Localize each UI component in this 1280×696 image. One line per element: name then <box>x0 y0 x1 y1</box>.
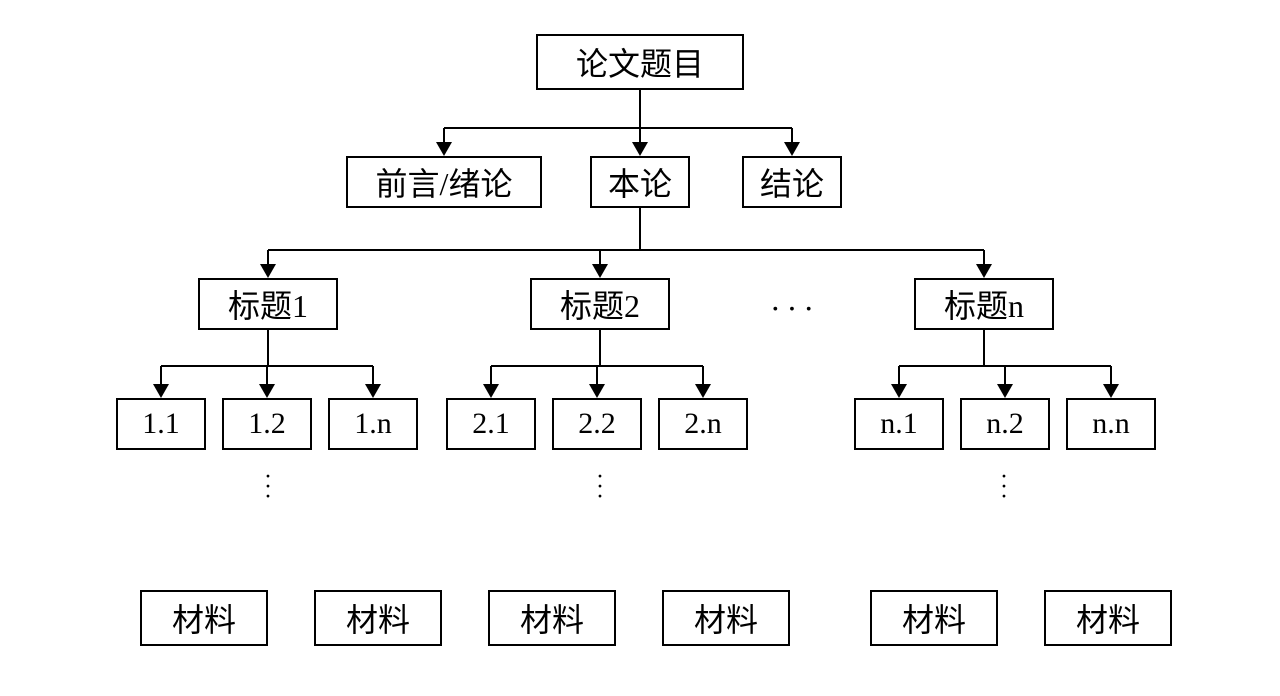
node-heading-1-label: 标题1 <box>228 281 308 327</box>
leaf-label: n.2 <box>986 407 1024 441</box>
node-sub-1-n: 1.n <box>328 398 418 450</box>
node-concl-label: 结论 <box>760 159 824 205</box>
leaf-label: 2.2 <box>578 407 616 441</box>
leaf-label: 材料 <box>902 595 966 641</box>
leaf-label: n.n <box>1092 407 1130 441</box>
leaf-label: 1.n <box>354 407 392 441</box>
node-heading-1: 标题1 <box>198 278 338 330</box>
node-sub-n-1: n.1 <box>854 398 944 450</box>
leaf-label: 材料 <box>520 595 584 641</box>
node-material-3: 材料 <box>488 590 616 646</box>
leaf-label: 1.1 <box>142 407 180 441</box>
node-concl: 结论 <box>742 156 842 208</box>
node-material-1: 材料 <box>140 590 268 646</box>
leaf-label: 材料 <box>346 595 410 641</box>
node-intro: 前言/绪论 <box>346 156 542 208</box>
node-sub-2-n: 2.n <box>658 398 748 450</box>
node-material-2: 材料 <box>314 590 442 646</box>
node-material-4: 材料 <box>662 590 790 646</box>
node-sub-2-2: 2.2 <box>552 398 642 450</box>
node-root-label: 论文题目 <box>576 39 704 85</box>
ellipsis-headings: ··· <box>770 290 820 327</box>
node-body-label: 本论 <box>608 159 672 205</box>
leaf-label: 2.n <box>684 407 722 441</box>
node-sub-1-2: 1.2 <box>222 398 312 450</box>
node-material-6: 材料 <box>1044 590 1172 646</box>
node-sub-n-n: n.n <box>1066 398 1156 450</box>
node-sub-2-1: 2.1 <box>446 398 536 450</box>
leaf-label: 材料 <box>694 595 758 641</box>
node-heading-2-label: 标题2 <box>560 281 640 327</box>
node-root: 论文题目 <box>536 34 744 90</box>
ellipsis-label: ··· <box>770 290 820 326</box>
leaf-label: 材料 <box>1076 595 1140 641</box>
node-heading-2: 标题2 <box>530 278 670 330</box>
leaf-label: 2.1 <box>472 407 510 441</box>
node-material-5: 材料 <box>870 590 998 646</box>
node-sub-n-2: n.2 <box>960 398 1050 450</box>
vdots-1: ··· <box>264 472 272 502</box>
leaf-label: n.1 <box>880 407 918 441</box>
node-heading-n-label: 标题n <box>944 281 1024 327</box>
node-sub-1-1: 1.1 <box>116 398 206 450</box>
node-intro-label: 前言/绪论 <box>376 159 513 205</box>
node-heading-n: 标题n <box>914 278 1054 330</box>
vdots-2: ··· <box>596 472 604 502</box>
leaf-label: 材料 <box>172 595 236 641</box>
vdots-3: ··· <box>1000 472 1008 502</box>
leaf-label: 1.2 <box>248 407 286 441</box>
node-body: 本论 <box>590 156 690 208</box>
